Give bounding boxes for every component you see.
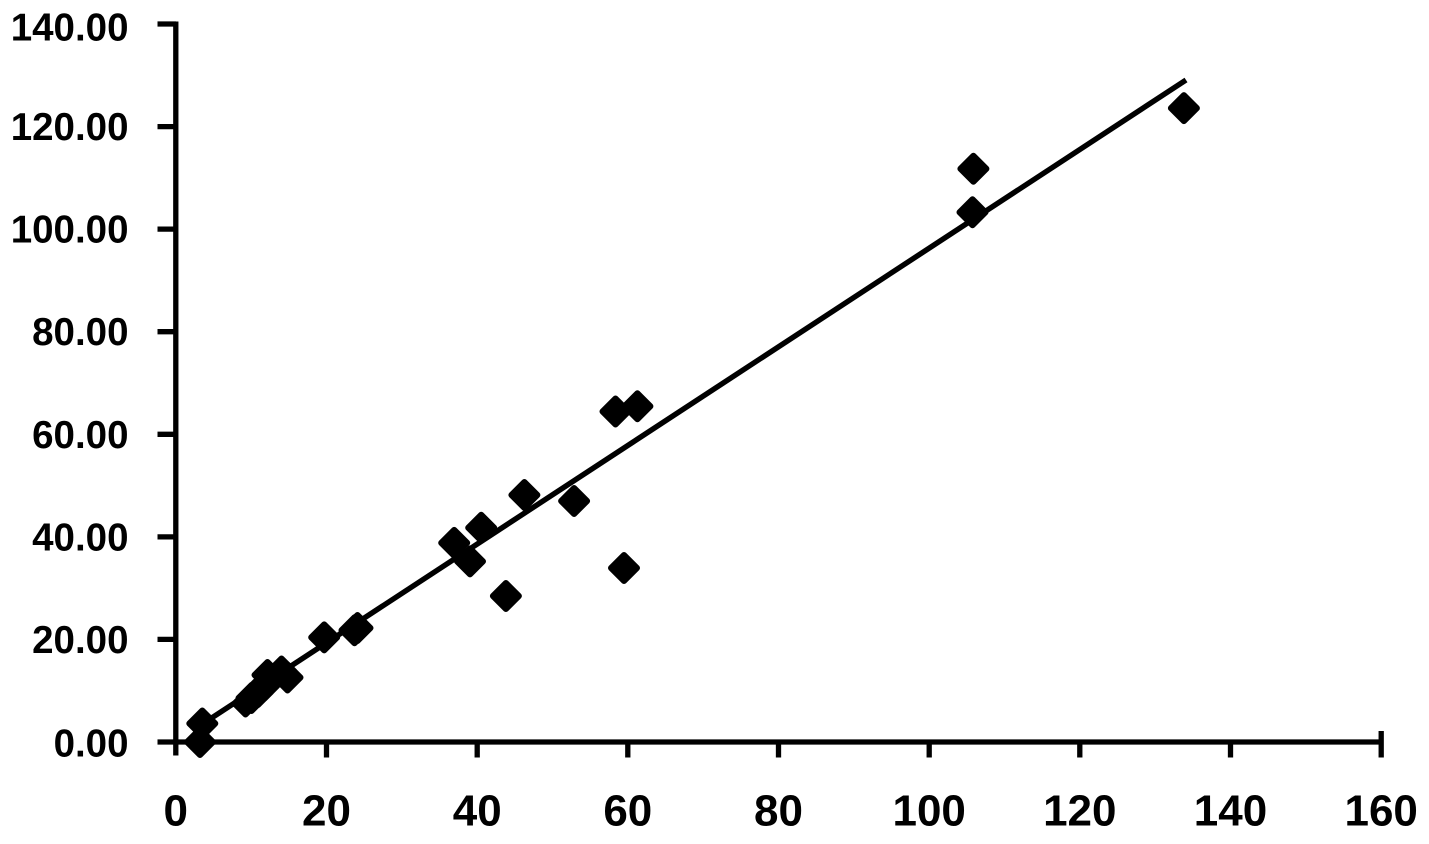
- svg-text:40.00: 40.00: [32, 516, 128, 559]
- svg-text:120: 120: [1043, 787, 1116, 836]
- svg-text:60.00: 60.00: [32, 414, 128, 457]
- svg-text:120.00: 120.00: [11, 106, 129, 149]
- svg-text:140.00: 140.00: [11, 7, 129, 50]
- svg-text:80: 80: [754, 787, 803, 836]
- svg-text:140: 140: [1194, 787, 1267, 836]
- svg-text:160: 160: [1344, 787, 1417, 836]
- svg-text:0: 0: [164, 787, 188, 836]
- svg-text:40: 40: [453, 787, 502, 836]
- svg-text:20: 20: [302, 787, 351, 836]
- svg-text:20.00: 20.00: [32, 619, 128, 662]
- svg-text:0.00: 0.00: [54, 723, 129, 766]
- svg-text:60: 60: [603, 787, 652, 836]
- svg-text:100.00: 100.00: [11, 209, 129, 252]
- svg-text:100: 100: [892, 787, 965, 836]
- svg-text:80.00: 80.00: [32, 311, 128, 354]
